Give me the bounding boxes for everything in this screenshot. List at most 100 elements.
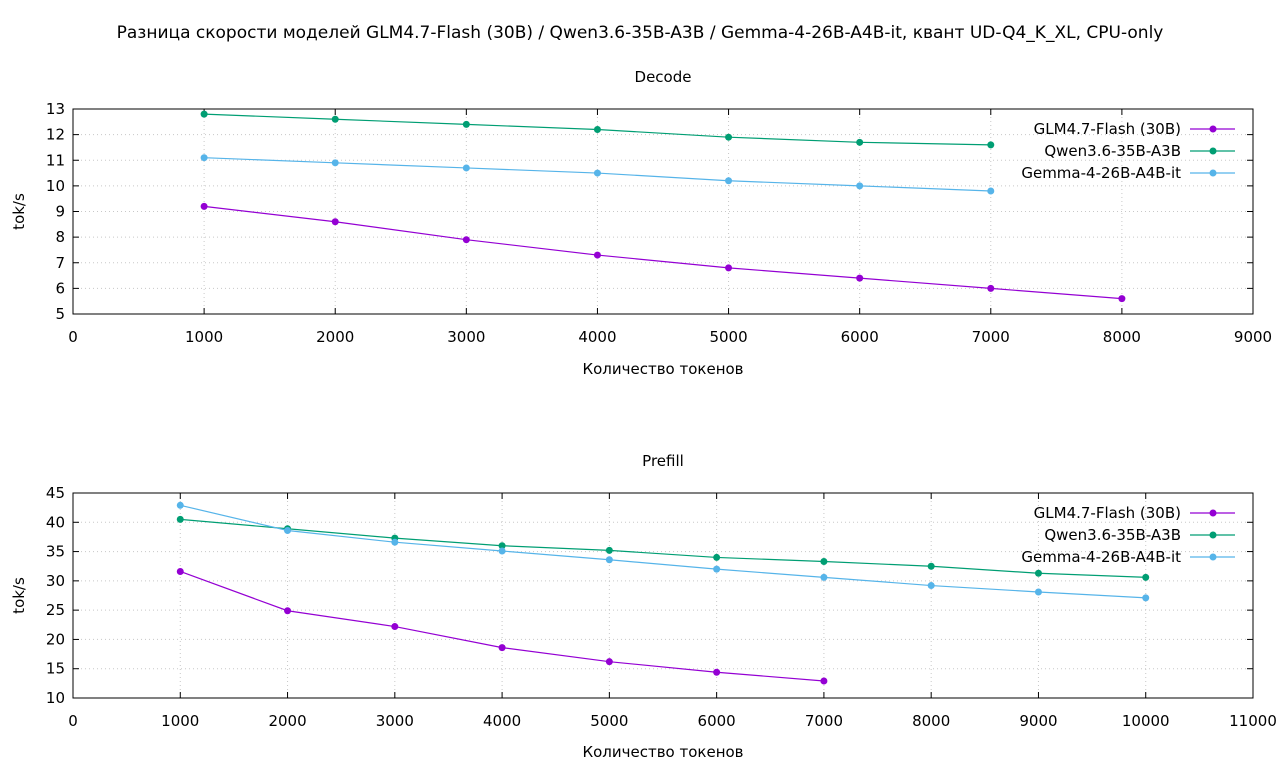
y-tick-label: 8 (55, 228, 65, 246)
x-tick-label: 8000 (1103, 328, 1141, 346)
data-point (593, 169, 601, 177)
data-point (605, 658, 613, 666)
data-point (725, 133, 733, 141)
x-tick-label: 0 (68, 328, 78, 346)
data-point (391, 538, 399, 546)
y-axis-label: tok/s (10, 577, 28, 614)
x-tick-label: 9000 (1019, 712, 1057, 730)
y-tick-label: 35 (46, 543, 65, 561)
legend-label: GLM4.7-Flash (30B) (1034, 504, 1181, 522)
data-point (200, 202, 208, 210)
y-tick-label: 5 (55, 305, 65, 323)
legend-label: Gemma-4-26B-A4B-it (1021, 164, 1181, 182)
x-tick-label: 4000 (578, 328, 616, 346)
data-point (987, 141, 995, 149)
data-point (856, 138, 864, 146)
data-point (593, 126, 601, 133)
data-point (856, 274, 864, 282)
figure-title: Разница скорости моделей GLM4.7-Flash (3… (117, 23, 1164, 43)
x-tick-label: 3000 (376, 712, 414, 730)
data-point (713, 565, 721, 573)
y-tick-label: 12 (46, 126, 65, 144)
data-point (1034, 588, 1042, 596)
x-tick-label: 5000 (590, 712, 628, 730)
data-point (176, 501, 184, 509)
series-line-1 (180, 518, 1146, 578)
data-point (725, 264, 733, 272)
data-point (462, 164, 470, 172)
y-tick-label: 25 (46, 601, 65, 619)
data-point (498, 542, 506, 550)
data-point (605, 546, 613, 554)
series-line-0 (204, 205, 1122, 300)
data-point (927, 582, 935, 590)
x-tick-label: 1000 (161, 712, 199, 730)
x-tick-label: 6000 (698, 712, 736, 730)
data-point (284, 526, 292, 534)
data-point (820, 573, 828, 581)
data-point (331, 159, 339, 167)
data-point (200, 154, 208, 162)
data-point (820, 558, 828, 566)
legend-marker (1209, 147, 1217, 155)
series-line-0 (180, 570, 824, 682)
legend-marker (1209, 125, 1217, 133)
y-tick-label: 45 (46, 484, 65, 502)
x-tick-label: 7000 (805, 712, 843, 730)
data-point (593, 251, 601, 259)
y-tick-label: 10 (46, 177, 65, 195)
data-point (820, 677, 828, 685)
data-point (1034, 569, 1042, 577)
chart-title: Decode (635, 68, 692, 86)
data-point (1142, 594, 1150, 602)
x-tick-label: 7000 (972, 328, 1010, 346)
x-tick-label: 4000 (483, 712, 521, 730)
data-point (713, 668, 721, 676)
x-axis-label: Количество токенов (582, 743, 743, 761)
y-tick-label: 13 (46, 100, 65, 118)
data-point (331, 218, 339, 226)
legend-marker (1209, 509, 1217, 517)
legend-label: Qwen3.6-35B-A3B (1044, 526, 1181, 544)
data-point (725, 177, 733, 185)
chart-title: Prefill (642, 452, 684, 470)
x-tick-label: 5000 (709, 328, 747, 346)
x-tick-label: 10000 (1122, 712, 1170, 730)
x-tick-label: 3000 (447, 328, 485, 346)
plot-area-border (72, 492, 1254, 699)
data-point (331, 115, 339, 123)
x-tick-label: 2000 (316, 328, 354, 346)
data-point (498, 644, 506, 652)
data-point (856, 182, 864, 190)
x-tick-label: 11000 (1229, 712, 1277, 730)
y-tick-label: 15 (46, 660, 65, 678)
data-point (713, 553, 721, 561)
data-point (176, 515, 184, 523)
data-point (176, 567, 184, 575)
y-tick-label: 40 (46, 513, 65, 531)
legend-label: Qwen3.6-35B-A3B (1044, 142, 1181, 160)
y-tick-label: 9 (55, 203, 65, 221)
x-tick-label: 8000 (912, 712, 950, 730)
data-point (462, 236, 470, 244)
x-tick-label: 6000 (841, 328, 879, 346)
data-point (200, 110, 208, 118)
legend-marker (1209, 531, 1217, 539)
y-tick-label: 11 (46, 151, 65, 169)
data-point (1118, 295, 1126, 303)
legend-marker (1209, 169, 1217, 177)
y-tick-label: 6 (55, 279, 65, 297)
data-point (987, 284, 995, 292)
x-axis-label: Количество токенов (582, 360, 743, 378)
y-tick-label: 7 (55, 254, 65, 272)
x-tick-label: 1000 (185, 328, 223, 346)
legend-label: Gemma-4-26B-A4B-it (1021, 548, 1181, 566)
data-point (391, 623, 399, 631)
data-point (605, 556, 613, 564)
series-line-2 (180, 504, 1146, 599)
legend-label: GLM4.7-Flash (30B) (1034, 120, 1181, 138)
y-tick-label: 10 (46, 689, 65, 707)
data-point (987, 187, 995, 195)
